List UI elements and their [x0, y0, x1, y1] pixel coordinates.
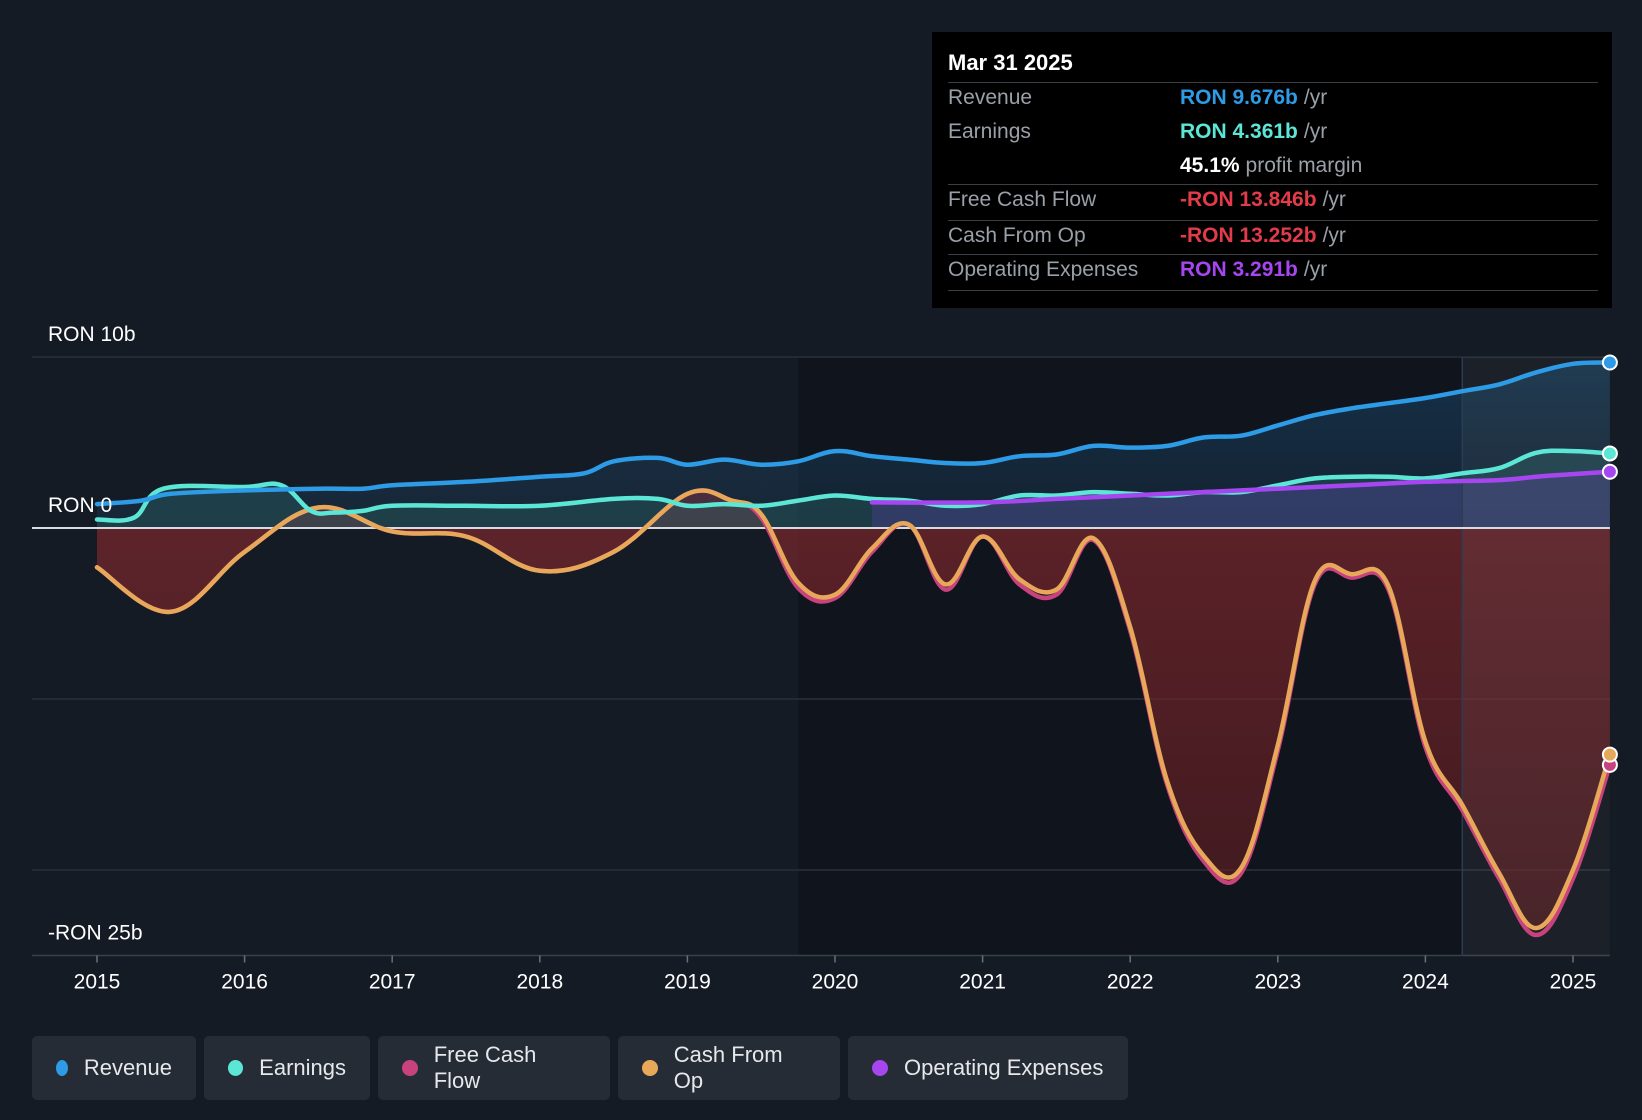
cash-from-op-end-marker: [1601, 746, 1618, 763]
legend-item-earnings[interactable]: Earnings: [204, 1036, 370, 1100]
x-tick-label: 2025: [1550, 971, 1597, 994]
tooltip-value: RON 4.361b/yr: [1180, 120, 1328, 143]
legend-label: Earnings: [259, 1055, 346, 1080]
x-tick-label: 2021: [959, 971, 1006, 994]
tooltip-divider: [948, 220, 1598, 221]
earnings-line: [94, 448, 1613, 523]
x-tick-label: 2023: [1254, 971, 1301, 994]
legend-item-free-cash-flow[interactable]: Free Cash Flow: [378, 1036, 610, 1100]
tooltip-row-profit-margin: 45.1% profit margin: [948, 150, 1598, 184]
x-tick-label: 2022: [1107, 971, 1154, 994]
tooltip-divider: [948, 290, 1598, 291]
legend-label: Revenue: [83, 1055, 172, 1080]
legend-item-cash-from-op[interactable]: Cash From Op: [618, 1036, 840, 1100]
y-tick-label: RON 10b: [48, 323, 136, 346]
revenue-area: [97, 362, 1610, 528]
legend-item-operating-expenses[interactable]: Operating Expenses: [848, 1036, 1128, 1100]
tooltip-value: 45.1% profit margin: [1180, 154, 1363, 177]
legend-dot-icon: [228, 1060, 244, 1076]
tooltip-row-revenue: Revenue RON 9.676b/yr: [948, 82, 1598, 116]
earnings-end-marker: [1601, 445, 1618, 462]
operating-expenses-end-marker: [1601, 463, 1618, 480]
tooltip-divider: [948, 82, 1598, 83]
cash-from-op-area: [97, 490, 1610, 929]
x-tick-label: 2015: [74, 971, 121, 994]
cash-from-op-line: [94, 488, 1613, 931]
legend-label: Cash From Op: [673, 1042, 783, 1093]
tooltip-divider: [948, 254, 1598, 255]
operating-expenses-area: [871, 471, 1610, 528]
tooltip-label: Revenue: [948, 86, 1033, 109]
x-tick-label: 2020: [812, 971, 859, 994]
x-tick-label: 2018: [516, 971, 563, 994]
revenue-line: [94, 360, 1613, 507]
tooltip-label: Earnings: [948, 120, 1031, 143]
tooltip-value: RON 9.676b/yr: [1180, 86, 1328, 109]
tooltip-value: -RON 13.846b/yr: [1180, 188, 1346, 211]
tooltip-row-cash-from-op: Cash From Op -RON 13.252b/yr: [948, 220, 1598, 254]
tooltip-value: RON 3.291b/yr: [1180, 258, 1328, 281]
tooltip-divider: [948, 184, 1598, 185]
tooltip-label: Operating Expenses: [948, 258, 1139, 281]
tooltip-row-operating-expenses: Operating Expenses RON 3.291b/yr: [948, 254, 1598, 288]
tooltip-panel: Mar 31 2025 Revenue RON 9.676b/yr Earnin…: [932, 32, 1612, 308]
legend-dot-icon: [872, 1060, 888, 1076]
x-tick-label: 2017: [369, 971, 416, 994]
y-tick-label: -RON 25b: [48, 922, 143, 945]
tooltip-label: Cash From Op: [948, 224, 1086, 247]
legend-item-revenue[interactable]: Revenue: [32, 1036, 196, 1100]
legend-dot-icon: [402, 1060, 418, 1076]
earnings-area: [97, 450, 1610, 528]
tooltip-row-earnings: Earnings RON 4.361b/yr: [948, 116, 1598, 150]
forecast-region: [1462, 357, 1610, 956]
legend-dot-icon: [56, 1060, 68, 1076]
y-tick-label: RON 0: [48, 494, 112, 517]
tooltip-row-free-cash-flow: Free Cash Flow -RON 13.846b/yr: [948, 184, 1598, 218]
x-tick-label: 2019: [664, 971, 711, 994]
legend-label: Free Cash Flow: [433, 1042, 537, 1093]
operating-expenses-line: [869, 469, 1613, 505]
x-tick-label: 2024: [1402, 971, 1449, 994]
tooltip-label: Free Cash Flow: [948, 188, 1097, 211]
legend-dot-icon: [642, 1060, 658, 1076]
legend-label: Operating Expenses: [904, 1055, 1104, 1080]
tooltip-value: -RON 13.252b/yr: [1180, 224, 1346, 247]
x-tick-label: 2016: [221, 971, 268, 994]
tooltip-date: Mar 31 2025: [948, 50, 1073, 75]
revenue-end-marker: [1601, 354, 1618, 371]
